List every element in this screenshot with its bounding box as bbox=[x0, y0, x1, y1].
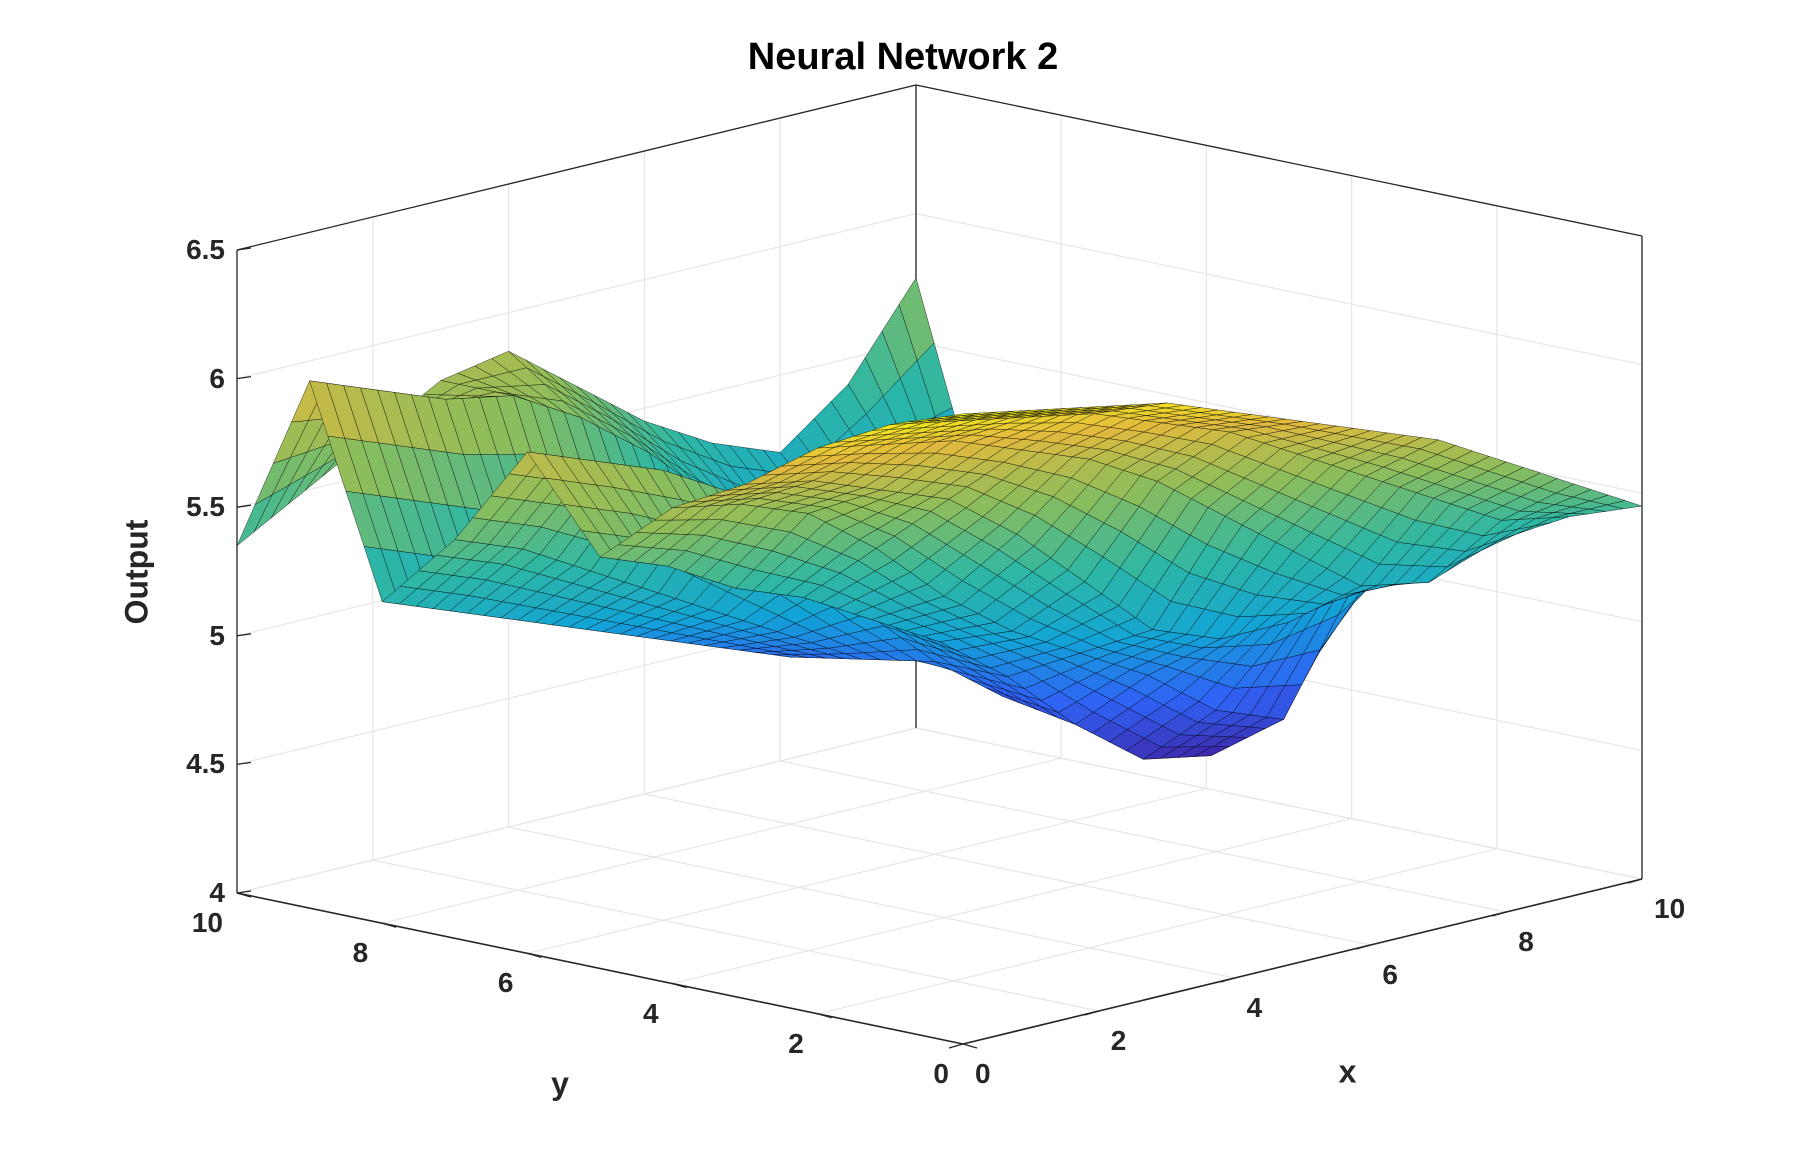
y-tick-mark bbox=[817, 1013, 832, 1019]
surface-face bbox=[944, 412, 981, 417]
z-tick-label: 4.5 bbox=[186, 748, 225, 780]
x-tick-mark bbox=[1356, 944, 1371, 950]
z-tick-label: 6.5 bbox=[186, 234, 225, 265]
y-tick-mark bbox=[527, 952, 542, 959]
z-axis-label: Output bbox=[118, 519, 155, 624]
floor-grid-line bbox=[780, 760, 1507, 913]
z-tick-mark bbox=[236, 633, 252, 637]
wall-grid-line bbox=[236, 213, 917, 380]
y-tick-mark bbox=[236, 892, 252, 898]
floor-grid-line bbox=[644, 793, 1371, 946]
z-tick-mark bbox=[236, 890, 252, 894]
y-axis-line bbox=[236, 892, 964, 1045]
x-tick-mark bbox=[1084, 1010, 1099, 1016]
z-tick-label: 5 bbox=[209, 619, 225, 651]
x-tick-label: 10 bbox=[1654, 893, 1686, 924]
z-tick-mark bbox=[236, 247, 252, 251]
y-tick-label: 0 bbox=[933, 1058, 949, 1089]
floor-grid-line bbox=[382, 757, 1062, 924]
z-tick-mark bbox=[236, 504, 252, 508]
wall-grid-line bbox=[236, 727, 917, 894]
x-tick-label: 4 bbox=[1246, 992, 1263, 1023]
y-tick-label: 8 bbox=[352, 937, 369, 969]
x-tick-mark bbox=[1627, 878, 1643, 884]
x-axis-label: x bbox=[1338, 1053, 1357, 1089]
y-tick-mark bbox=[962, 1043, 978, 1049]
floor-grid-line bbox=[372, 859, 1099, 1012]
x-tick-mark bbox=[948, 1043, 964, 1049]
x-axis-line bbox=[962, 878, 1643, 1045]
floor-grid-line bbox=[508, 826, 1235, 979]
axis-box-edge bbox=[915, 84, 1643, 237]
z-tick-label: 5.5 bbox=[186, 491, 225, 523]
floor-grid-line bbox=[672, 818, 1352, 985]
y-tick-label: 4 bbox=[643, 997, 659, 1029]
x-tick-mark bbox=[1220, 977, 1235, 983]
wall-grid-line bbox=[915, 727, 1643, 880]
z-tick-mark bbox=[236, 375, 252, 380]
floor-grid-line bbox=[817, 848, 1497, 1015]
wall-grid-line bbox=[915, 213, 1643, 366]
y-tick-mark bbox=[672, 982, 687, 989]
y-tick-label: 2 bbox=[788, 1027, 804, 1059]
z-tick-label: 4 bbox=[209, 877, 225, 908]
z-tick-label: 6 bbox=[209, 362, 225, 394]
chart-title: Neural Network 2 bbox=[747, 36, 1059, 78]
x-tick-label: 2 bbox=[1110, 1025, 1127, 1056]
x-tick-label: 6 bbox=[1382, 959, 1398, 990]
x-tick-mark bbox=[1492, 911, 1507, 917]
axis-box-edge bbox=[236, 84, 917, 251]
x-tick-label: 0 bbox=[975, 1058, 991, 1089]
y-tick-label: 10 bbox=[191, 907, 223, 938]
x-tick-label: 8 bbox=[1518, 926, 1534, 957]
surface-mesh bbox=[236, 277, 1643, 760]
y-tick-label: 6 bbox=[497, 967, 514, 999]
z-tick-mark bbox=[236, 761, 252, 766]
y-axis-label: y bbox=[551, 1065, 569, 1101]
floor-grid-line bbox=[527, 787, 1207, 954]
y-tick-mark bbox=[382, 922, 397, 928]
